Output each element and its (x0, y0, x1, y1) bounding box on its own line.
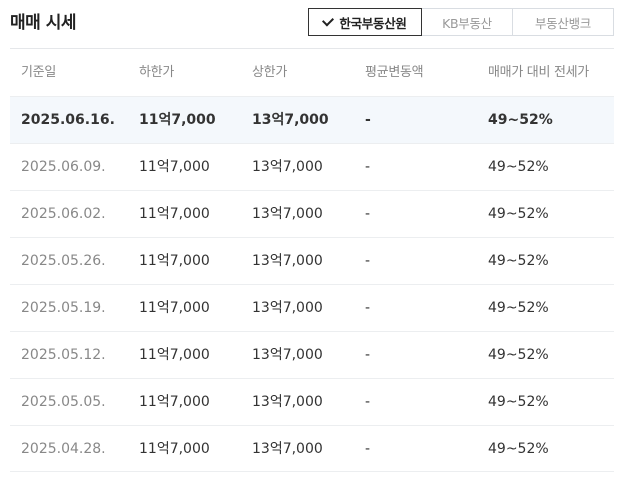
price-table: 기준일 하한가 상한가 평균변동액 매매가 대비 전세가 2025.06.16.… (10, 48, 614, 472)
table-row: 2025.05.19. 11억7,000 13억7,000 - 49~52% (10, 284, 614, 331)
table-row: 2025.05.05. 11억7,000 13억7,000 - 49~52% (10, 378, 614, 425)
cell-ratio: 49~52% (488, 253, 549, 269)
column-header-date: 기준일 (21, 65, 56, 80)
cell-avg-change: - (365, 253, 371, 269)
cell-ratio: 49~52% (488, 159, 549, 175)
cell-high: 13억7,000 (252, 253, 323, 269)
cell-avg-change: - (365, 347, 371, 363)
cell-high: 13억7,000 (252, 112, 329, 128)
tab-real-estate-bank[interactable]: 부동산뱅크 (512, 8, 614, 36)
column-header-avg-change: 평균변동액 (365, 65, 424, 80)
cell-low: 11억7,000 (139, 300, 210, 316)
table-row: 2025.04.28. 11억7,000 13억7,000 - 49~52% (10, 425, 614, 472)
cell-low: 11억7,000 (139, 347, 210, 363)
table-row: 2025.06.09. 11억7,000 13억7,000 - 49~52% (10, 143, 614, 190)
cell-date: 2025.05.05. (21, 394, 106, 410)
tab-label: 부동산뱅크 (534, 15, 591, 31)
cell-avg-change: - (365, 206, 371, 222)
cell-low: 11억7,000 (139, 159, 210, 175)
cell-high: 13억7,000 (252, 347, 323, 363)
column-header-jeonse-ratio: 매매가 대비 전세가 (488, 65, 589, 80)
cell-date: 2025.06.16. (21, 112, 115, 128)
data-source-tabs: 한국부동산원 KB부동산 부동산뱅크 (308, 8, 614, 36)
cell-low: 11억7,000 (139, 253, 210, 269)
table-row: 2025.06.02. 11억7,000 13억7,000 - 49~52% (10, 190, 614, 237)
cell-date: 2025.06.09. (21, 159, 106, 175)
cell-low: 11억7,000 (139, 394, 210, 410)
cell-avg-change: - (365, 300, 371, 316)
cell-ratio: 49~52% (488, 206, 549, 222)
cell-high: 13억7,000 (252, 394, 323, 410)
table-row: 2025.05.26. 11억7,000 13억7,000 - 49~52% (10, 237, 614, 284)
cell-date: 2025.04.28. (21, 441, 106, 457)
column-header-high: 상한가 (252, 65, 287, 80)
tab-kb-real-estate[interactable]: KB부동산 (421, 8, 513, 36)
table-row: 2025.06.16. 11억7,000 13억7,000 - 49~52% (10, 96, 614, 143)
cell-date: 2025.05.26. (21, 253, 106, 269)
cell-low: 11억7,000 (139, 112, 216, 128)
cell-ratio: 49~52% (488, 112, 553, 128)
cell-low: 11억7,000 (139, 441, 210, 457)
cell-date: 2025.05.19. (21, 300, 106, 316)
table-row: 2025.05.12. 11억7,000 13억7,000 - 49~52% (10, 331, 614, 378)
page-title: 매매 시세 (10, 13, 76, 33)
check-icon (322, 13, 335, 27)
cell-date: 2025.06.02. (21, 206, 106, 222)
tab-korea-real-estate-board[interactable]: 한국부동산원 (308, 8, 422, 36)
column-header-low: 하한가 (139, 65, 174, 80)
cell-ratio: 49~52% (488, 441, 549, 457)
page-header: 매매 시세 한국부동산원 KB부동산 부동산뱅크 (0, 0, 625, 46)
cell-high: 13억7,000 (252, 206, 323, 222)
cell-high: 13억7,000 (252, 159, 323, 175)
cell-ratio: 49~52% (488, 300, 549, 316)
table-header: 기준일 하한가 상한가 평균변동액 매매가 대비 전세가 (10, 48, 614, 96)
tab-label: KB부동산 (442, 15, 492, 31)
cell-high: 13억7,000 (252, 441, 323, 457)
cell-date: 2025.05.12. (21, 347, 106, 363)
tab-label: 한국부동산원 (339, 15, 407, 31)
cell-avg-change: - (365, 159, 371, 175)
cell-avg-change: - (365, 112, 371, 128)
cell-avg-change: - (365, 441, 371, 457)
cell-ratio: 49~52% (488, 347, 549, 363)
cell-high: 13억7,000 (252, 300, 323, 316)
cell-low: 11억7,000 (139, 206, 210, 222)
cell-ratio: 49~52% (488, 394, 549, 410)
cell-avg-change: - (365, 394, 371, 410)
